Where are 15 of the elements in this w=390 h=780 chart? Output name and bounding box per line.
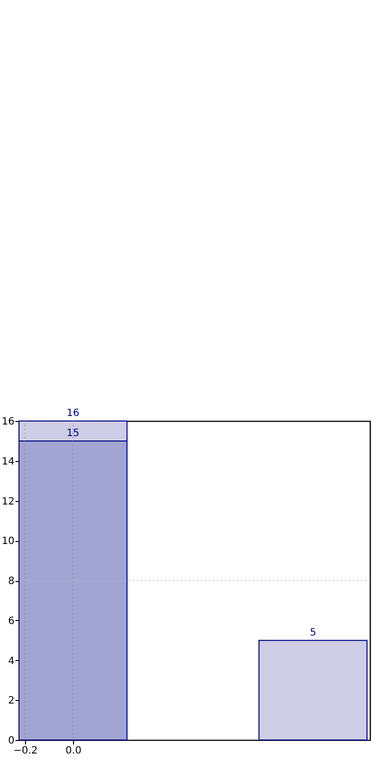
- y-tick-label: 14: [2, 456, 14, 468]
- bar: [258, 640, 368, 740]
- y-tick-label: 8: [8, 576, 14, 587]
- data-label: 15: [66, 428, 80, 439]
- y-tick-label: 12: [2, 496, 14, 508]
- y-tick-label: 4: [8, 656, 14, 667]
- x-tick-label: 0.0: [66, 746, 82, 756]
- x-tick-label: −0.2: [13, 746, 38, 756]
- y-tick-label: 6: [8, 616, 14, 627]
- y-tick-label: 16: [2, 416, 14, 428]
- y-tick-label: 0: [8, 736, 14, 746]
- total-label: 16: [66, 408, 80, 419]
- y-tick-label: 2: [8, 696, 14, 707]
- total-label: 5: [310, 627, 316, 638]
- y-tick-label: 10: [2, 536, 14, 548]
